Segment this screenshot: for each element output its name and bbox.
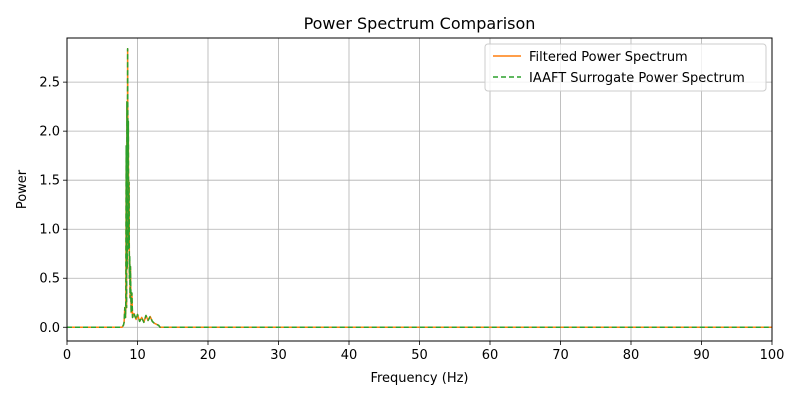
y-tick-label: 0.5 [39, 272, 60, 287]
axis-ticks: 0 10 20 30 40 50 60 70 80 90 100 0.0 0.5 1.0 1.5 2.0 2.5 [39, 76, 784, 363]
chart-title: Power Spectrum Comparison [304, 14, 536, 33]
x-tick-label: 20 [200, 348, 217, 363]
x-tick-label: 90 [693, 348, 710, 363]
y-tick-label: 2.0 [39, 125, 60, 140]
y-tick-label: 1.0 [39, 223, 60, 238]
x-tick-label: 10 [129, 348, 146, 363]
series-line-surrogate [67, 48, 772, 329]
x-tick-label: 80 [623, 348, 640, 363]
x-tick-label: 100 [760, 348, 785, 363]
x-tick-label: 0 [63, 348, 71, 363]
x-tick-label: 60 [482, 348, 499, 363]
y-tick-label: 1.5 [39, 174, 60, 189]
y-tick-label: 0.0 [39, 321, 60, 336]
x-tick-label: 70 [552, 348, 569, 363]
series-lines [67, 48, 772, 329]
x-axis-title: Frequency (Hz) [370, 371, 468, 386]
x-tick-label: 40 [341, 348, 358, 363]
legend-label-filtered: Filtered Power Spectrum [529, 50, 688, 65]
legend-label-surrogate: IAAFT Surrogate Power Spectrum [529, 71, 745, 86]
y-tick-label: 2.5 [39, 76, 60, 91]
x-tick-label: 30 [270, 348, 287, 363]
legend-box [484, 43, 767, 92]
legend: Filtered Power Spectrum IAAFT Surrogate … [484, 43, 767, 92]
y-axis-title: Power [15, 169, 30, 209]
x-tick-label: 50 [411, 348, 428, 363]
